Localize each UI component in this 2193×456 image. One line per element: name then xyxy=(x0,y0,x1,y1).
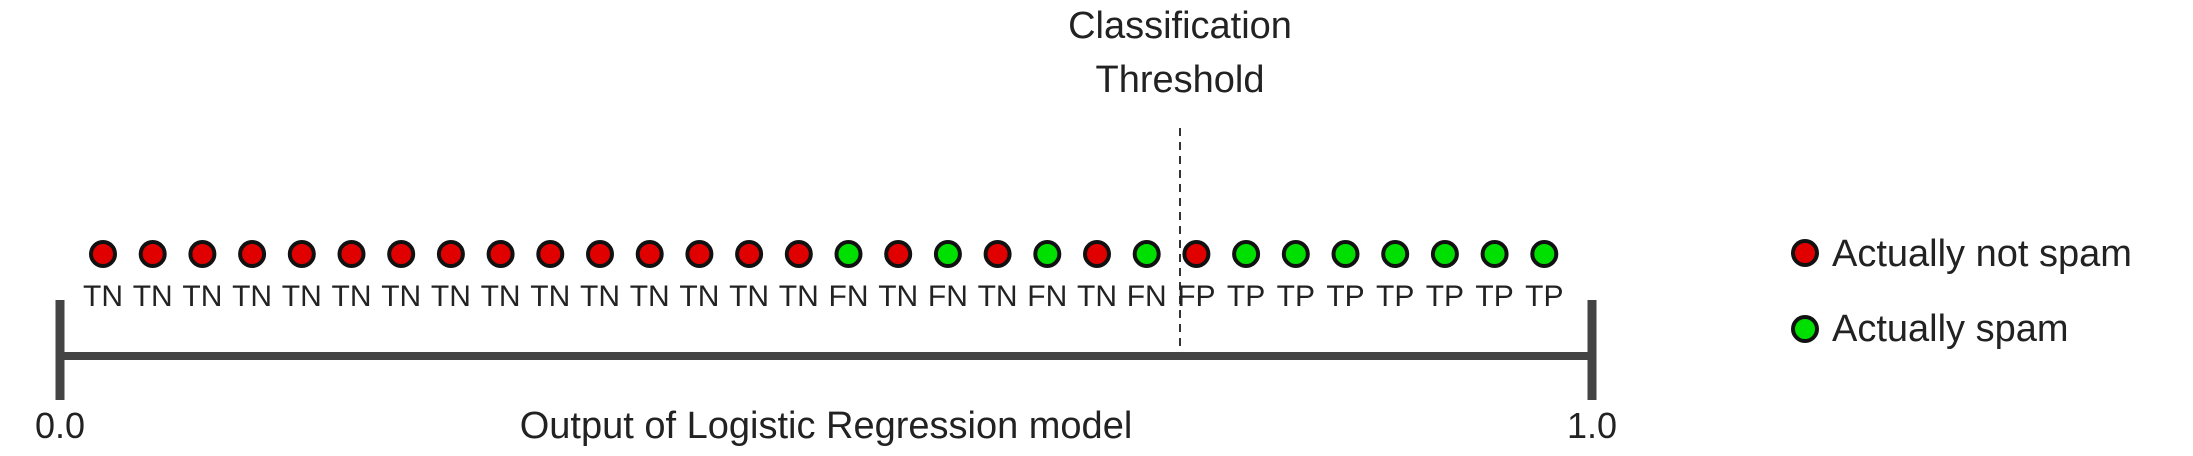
sample-label: TN xyxy=(530,280,570,313)
sample-dot xyxy=(436,240,465,268)
sample-label: FN xyxy=(829,280,869,313)
sample-dot xyxy=(784,240,813,268)
sample-dot xyxy=(387,240,416,268)
sample-label: TN xyxy=(182,280,222,313)
sample-dot xyxy=(1430,240,1459,268)
sample-label: TP xyxy=(1376,280,1414,313)
legend-not-spam-dot xyxy=(1791,239,1819,267)
sample-dot xyxy=(983,240,1012,268)
axis-min-label: 0.0 xyxy=(35,405,85,446)
sample-label: TN xyxy=(729,280,769,313)
sample-label: TN xyxy=(431,280,471,313)
sample-label: TN xyxy=(878,280,918,313)
sample-dot xyxy=(933,240,962,268)
threshold-title-line-2: Threshold xyxy=(1096,59,1265,101)
sample-dot xyxy=(635,240,664,268)
sample-label: FP xyxy=(1177,280,1215,313)
sample-label: TN xyxy=(332,280,372,313)
legend-spam-label: Actually spam xyxy=(1832,308,2069,350)
sample-dot xyxy=(188,240,217,268)
sample-label: FN xyxy=(1127,280,1167,313)
sample-dot xyxy=(735,240,764,268)
threshold-title-line-1: Classification xyxy=(1068,5,1292,47)
sample-label: FN xyxy=(1027,280,1067,313)
sample-dot xyxy=(1232,240,1261,268)
sample-dot xyxy=(1281,240,1310,268)
legend-not-spam-label: Actually not spam xyxy=(1832,233,2132,275)
sample-label: TN xyxy=(679,280,719,313)
sample-dot xyxy=(685,240,714,268)
sample-label: TN xyxy=(481,280,521,313)
sample-dot xyxy=(238,240,267,268)
sample-dot xyxy=(1132,240,1161,268)
sample-label: TN xyxy=(580,280,620,313)
sample-dot xyxy=(1381,240,1410,268)
legend: Actually not spam Actually spam xyxy=(1791,233,2132,350)
sample-dot xyxy=(1083,240,1111,268)
sample-label: TN xyxy=(381,280,421,313)
sample-label: TN xyxy=(978,280,1018,313)
sample-dot xyxy=(884,240,913,268)
sample-dot xyxy=(337,240,366,268)
sample-dot xyxy=(586,240,614,268)
sample-label: TP xyxy=(1277,280,1315,313)
sample-label: TN xyxy=(83,280,123,313)
legend-spam-dot xyxy=(1791,315,1819,343)
sample-label: TN xyxy=(133,280,173,313)
sample-dot xyxy=(1530,240,1559,268)
sample-label: TN xyxy=(1077,280,1117,313)
sample-dot xyxy=(89,240,117,268)
sample-label: FN xyxy=(928,280,968,313)
sample-label: TN xyxy=(630,280,670,313)
sample-label: TP xyxy=(1475,280,1513,313)
samples: TN TN TN TN TN TN TN TN TN TN TN TN TN TN TN FN TN FN TN FN… xyxy=(83,240,1563,313)
sample-dot xyxy=(834,240,863,268)
sample-label: TN xyxy=(282,280,322,313)
sample-label: TP xyxy=(1326,280,1364,313)
sample-label: TN xyxy=(232,280,272,313)
sample-label: TP xyxy=(1426,280,1464,313)
sample-label: TP xyxy=(1227,280,1265,313)
sample-label: TP xyxy=(1525,280,1563,313)
sample-label: TN xyxy=(779,280,819,313)
axis-caption: Output of Logistic Regression model xyxy=(520,405,1133,447)
sample-dot xyxy=(138,240,167,268)
sample-dot xyxy=(287,240,316,268)
sample-dot xyxy=(1033,240,1062,268)
sample-dot xyxy=(1182,240,1211,268)
sample-dot xyxy=(1480,240,1509,268)
axis-max-label: 1.0 xyxy=(1567,405,1617,446)
sample-dot xyxy=(536,240,565,268)
sample-dot xyxy=(1331,240,1360,268)
sample-dot xyxy=(486,240,515,268)
